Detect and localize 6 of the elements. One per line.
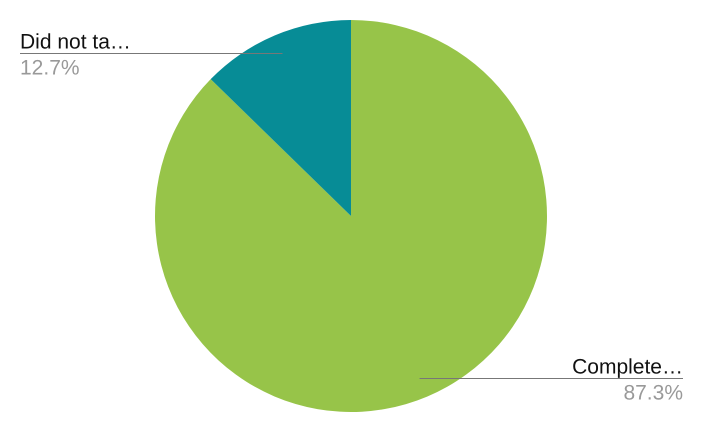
pie-slice bbox=[210, 20, 351, 216]
data-label: 87.3% bbox=[623, 382, 683, 405]
data-label: 12.7% bbox=[20, 56, 80, 80]
slice-label: Did not ta… bbox=[20, 30, 131, 54]
slice-label: Complete… bbox=[572, 356, 683, 379]
pie-slice bbox=[155, 20, 547, 412]
